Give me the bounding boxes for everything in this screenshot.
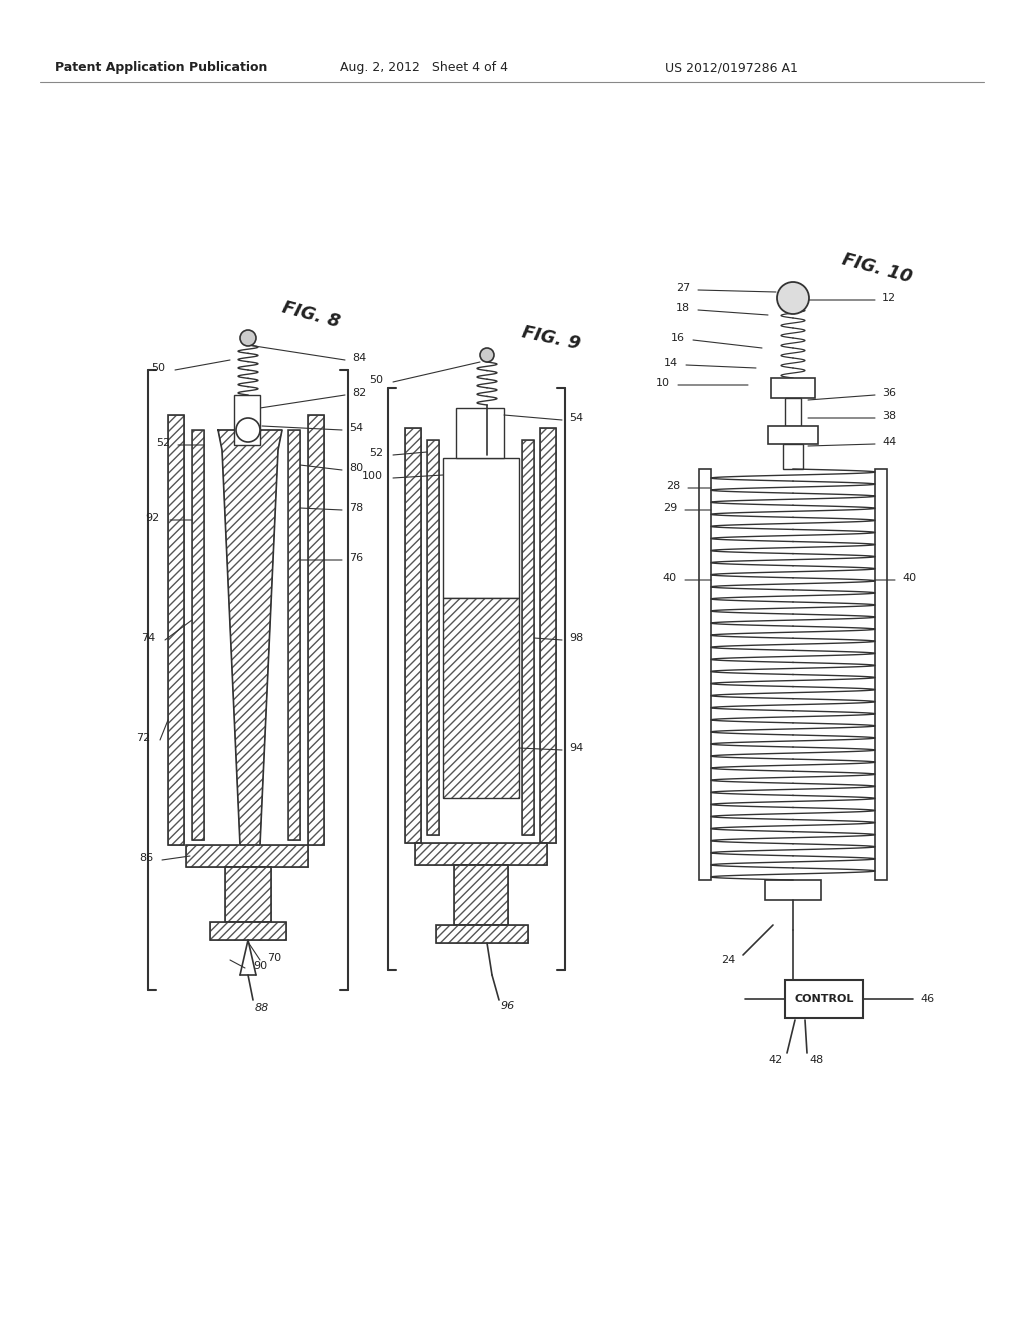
- Bar: [210, 921, 286, 940]
- Bar: [415, 843, 547, 865]
- Text: 44: 44: [882, 437, 896, 447]
- Text: 80: 80: [349, 463, 364, 473]
- Bar: [540, 428, 556, 843]
- Bar: [193, 430, 204, 840]
- Bar: [210, 921, 286, 940]
- Text: 82: 82: [352, 388, 367, 399]
- Bar: [406, 428, 421, 843]
- Bar: [454, 865, 508, 925]
- Bar: [436, 925, 528, 942]
- Polygon shape: [218, 430, 282, 845]
- Bar: [874, 469, 887, 880]
- Text: US 2012/0197286 A1: US 2012/0197286 A1: [665, 62, 798, 74]
- Bar: [522, 440, 534, 836]
- Text: 74: 74: [140, 634, 155, 643]
- Bar: [427, 440, 439, 836]
- Bar: [765, 880, 821, 900]
- Bar: [443, 458, 519, 598]
- Bar: [234, 395, 260, 445]
- Bar: [540, 428, 556, 843]
- Text: 76: 76: [349, 553, 364, 564]
- Bar: [443, 598, 519, 799]
- Circle shape: [240, 330, 256, 346]
- Text: 28: 28: [666, 480, 680, 491]
- Text: 40: 40: [902, 573, 916, 583]
- Text: 98: 98: [569, 634, 584, 643]
- Text: 16: 16: [671, 333, 685, 343]
- Text: 70: 70: [267, 953, 282, 964]
- Text: FIG. 8: FIG. 8: [280, 298, 342, 331]
- Bar: [308, 414, 324, 845]
- Bar: [456, 408, 504, 458]
- Text: 72: 72: [136, 733, 150, 743]
- Text: 96: 96: [501, 1001, 515, 1011]
- Bar: [288, 430, 300, 840]
- Bar: [785, 979, 863, 1018]
- Bar: [168, 414, 184, 845]
- Text: 12: 12: [882, 293, 896, 304]
- Bar: [225, 867, 271, 921]
- Text: 88: 88: [255, 1003, 269, 1012]
- Text: 52: 52: [156, 438, 170, 447]
- Bar: [522, 440, 534, 836]
- Bar: [785, 399, 801, 426]
- Bar: [427, 440, 439, 836]
- Bar: [436, 925, 528, 942]
- Bar: [186, 845, 308, 867]
- Text: CONTROL: CONTROL: [795, 994, 854, 1005]
- Text: 48: 48: [809, 1055, 823, 1065]
- Bar: [443, 598, 519, 799]
- Bar: [768, 426, 818, 444]
- Bar: [288, 430, 300, 840]
- Text: 14: 14: [664, 358, 678, 368]
- Text: 54: 54: [569, 413, 583, 422]
- Text: FIG. 10: FIG. 10: [840, 249, 914, 286]
- Text: 84: 84: [352, 352, 367, 363]
- Bar: [699, 469, 711, 880]
- Bar: [193, 430, 204, 840]
- Text: 86: 86: [139, 853, 153, 863]
- Bar: [225, 867, 271, 921]
- Text: Aug. 2, 2012   Sheet 4 of 4: Aug. 2, 2012 Sheet 4 of 4: [340, 62, 508, 74]
- Circle shape: [236, 418, 260, 442]
- Text: 18: 18: [676, 304, 690, 313]
- Text: Patent Application Publication: Patent Application Publication: [55, 62, 267, 74]
- Text: 38: 38: [882, 411, 896, 421]
- Text: 54: 54: [349, 422, 364, 433]
- Text: 27: 27: [676, 282, 690, 293]
- Text: 24: 24: [721, 954, 735, 965]
- Text: 100: 100: [362, 471, 383, 480]
- Bar: [454, 865, 508, 925]
- Text: 29: 29: [663, 503, 677, 513]
- Text: 10: 10: [656, 378, 670, 388]
- Text: 90: 90: [253, 961, 267, 972]
- Text: 50: 50: [151, 363, 165, 374]
- Text: 40: 40: [663, 573, 677, 583]
- Circle shape: [777, 282, 809, 314]
- Text: 36: 36: [882, 388, 896, 399]
- Bar: [308, 414, 324, 845]
- Circle shape: [480, 348, 494, 362]
- Text: FIG. 9: FIG. 9: [520, 323, 582, 352]
- Text: 92: 92: [145, 513, 160, 523]
- Text: 78: 78: [349, 503, 364, 513]
- Text: 46: 46: [920, 994, 934, 1005]
- Bar: [415, 843, 547, 865]
- Bar: [771, 378, 815, 399]
- Bar: [783, 444, 803, 469]
- Text: 50: 50: [369, 375, 383, 385]
- Text: 94: 94: [569, 743, 584, 752]
- Bar: [186, 845, 308, 867]
- Text: 42: 42: [769, 1055, 783, 1065]
- Bar: [406, 428, 421, 843]
- Text: 52: 52: [369, 447, 383, 458]
- Bar: [168, 414, 184, 845]
